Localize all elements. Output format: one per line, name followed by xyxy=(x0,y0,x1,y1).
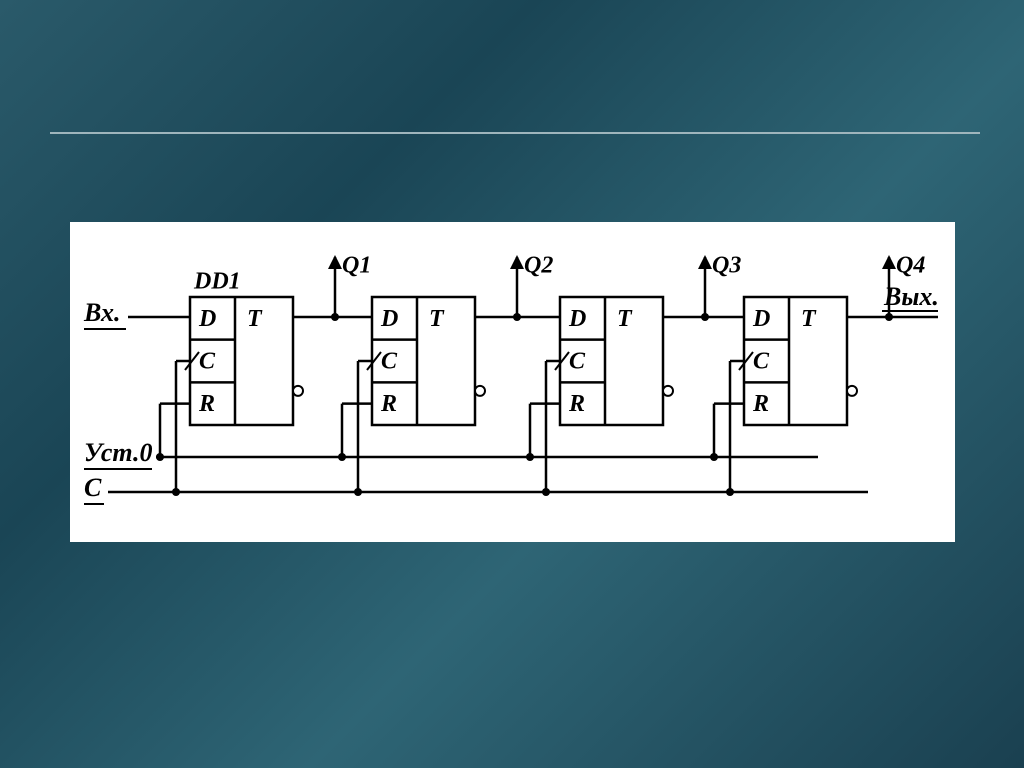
shift-register-diagram: Вх.Уст.0CDCRTQ1DCRTQ2DCRTQ3DCRTQ4Вых.DD1 xyxy=(70,222,955,542)
svg-text:R: R xyxy=(198,391,215,417)
svg-text:Q4: Q4 xyxy=(896,253,925,279)
svg-text:Вых.: Вых. xyxy=(883,282,939,311)
title-underline xyxy=(50,132,980,134)
svg-text:D: D xyxy=(380,306,398,332)
diagram-svg: Вх.Уст.0CDCRTQ1DCRTQ2DCRTQ3DCRTQ4Вых.DD1 xyxy=(70,222,955,542)
svg-text:C: C xyxy=(753,349,770,375)
svg-text:R: R xyxy=(568,391,585,417)
svg-text:Q1: Q1 xyxy=(342,253,371,279)
svg-text:C: C xyxy=(569,349,586,375)
svg-text:D: D xyxy=(568,306,586,332)
svg-text:C: C xyxy=(199,349,216,375)
svg-text:C: C xyxy=(381,349,398,375)
svg-text:T: T xyxy=(247,306,263,332)
svg-text:R: R xyxy=(752,391,769,417)
svg-text:C: C xyxy=(84,473,102,502)
svg-text:T: T xyxy=(801,306,817,332)
svg-text:Вх.: Вх. xyxy=(83,298,120,327)
slide-title xyxy=(50,58,920,93)
svg-text:T: T xyxy=(429,306,445,332)
svg-text:T: T xyxy=(617,306,633,332)
svg-text:Уст.0: Уст.0 xyxy=(84,438,152,467)
svg-text:DD1: DD1 xyxy=(193,269,241,295)
svg-text:Q3: Q3 xyxy=(712,253,741,279)
svg-text:R: R xyxy=(380,391,397,417)
svg-text:D: D xyxy=(752,306,770,332)
svg-text:D: D xyxy=(198,306,216,332)
svg-text:Q2: Q2 xyxy=(524,253,553,279)
